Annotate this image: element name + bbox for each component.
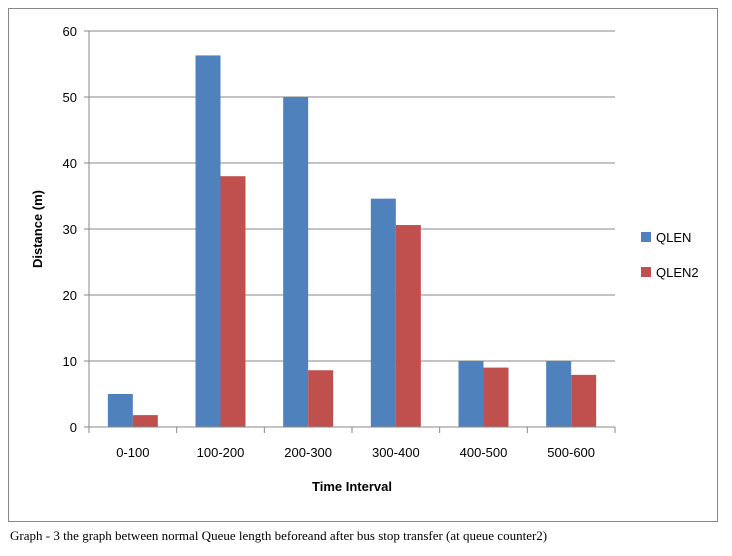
- bar-qlen2-0-100: [132, 415, 158, 427]
- legend-label-qlen: QLEN: [656, 230, 691, 245]
- gridlines: [84, 30, 616, 433]
- x-tick-label: 0-100: [116, 445, 149, 460]
- bar-qlen-200-300: [283, 97, 309, 427]
- x-tick-label: 200-300: [284, 445, 332, 460]
- x-tick-labels: 0-100 100-200 200-300 300-400 400-500 500-600: [116, 445, 595, 460]
- bar-qlen-300-400: [370, 198, 396, 427]
- bar-qlen2-400-500: [483, 367, 509, 427]
- x-tick-label: 500-600: [547, 445, 595, 460]
- x-axis-title: Time Interval: [312, 479, 392, 494]
- axes: [88, 31, 615, 428]
- y-axis-title: Distance (m): [30, 190, 45, 268]
- y-tick-label: 10: [63, 354, 77, 369]
- legend-swatch-qlen: [641, 232, 651, 242]
- bar-qlen-100-200: [195, 55, 221, 428]
- y-tick-labels: 0 10 20 30 40 50 60: [63, 24, 77, 435]
- bar-qlen-500-600: [546, 361, 572, 427]
- bars: [107, 55, 597, 428]
- x-tick-label: 400-500: [460, 445, 508, 460]
- bar-qlen2-500-600: [571, 374, 597, 427]
- x-tick-label: 300-400: [372, 445, 420, 460]
- legend-swatch-qlen2: [641, 267, 651, 277]
- y-tick-label: 40: [63, 156, 77, 171]
- figure-caption: Graph - 3 the graph between normal Queue…: [10, 528, 548, 543]
- bar-qlen2-200-300: [308, 370, 334, 427]
- bar-qlen2-300-400: [395, 225, 421, 427]
- bar-chart: 0 10 20 30 40 50 60 0-100 100-200 200-300 300-400…: [30, 24, 699, 494]
- y-tick-label: 30: [63, 222, 77, 237]
- y-tick-label: 60: [63, 24, 77, 39]
- bar-qlen-400-500: [458, 361, 484, 427]
- x-tick-label: 100-200: [197, 445, 245, 460]
- chart-frame: 0 10 20 30 40 50 60 0-100 100-200 200-300 300-400…: [8, 8, 718, 522]
- bar-qlen2-100-200: [220, 176, 246, 427]
- legend: QLEN QLEN2: [641, 230, 699, 280]
- y-tick-label: 20: [63, 288, 77, 303]
- y-tick-label: 0: [70, 420, 77, 435]
- bar-qlen-0-100: [107, 394, 133, 427]
- legend-label-qlen2: QLEN2: [656, 265, 699, 280]
- y-tick-label: 50: [63, 90, 77, 105]
